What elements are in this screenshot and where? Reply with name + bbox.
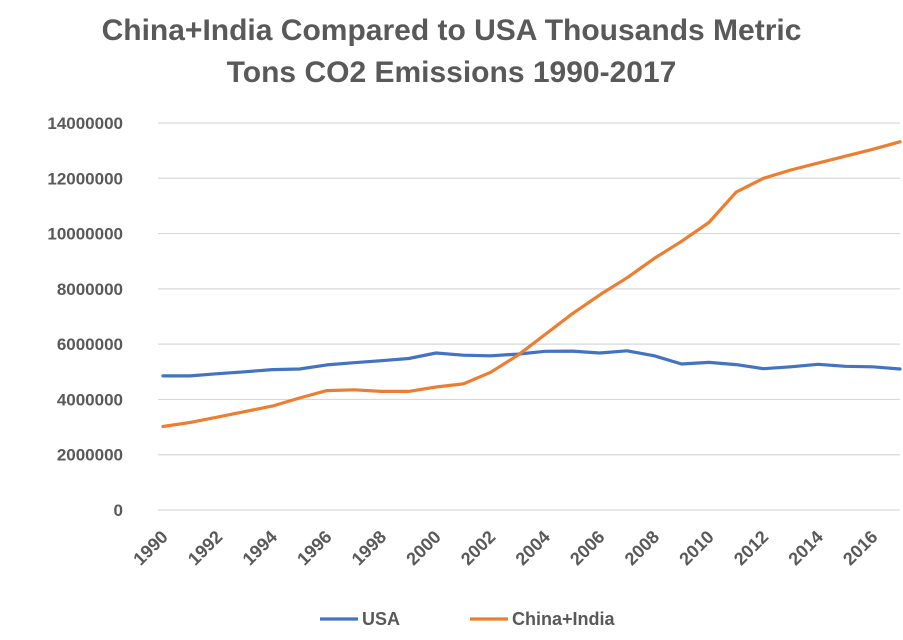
legend-label: China+India xyxy=(512,609,616,629)
chart-title: China+India Compared to USA Thousands Me… xyxy=(0,10,903,94)
y-tick-label: 12000000 xyxy=(47,169,123,188)
y-tick-label: 6000000 xyxy=(57,335,123,354)
y-tick-label: 10000000 xyxy=(47,225,123,244)
x-tick-label: 2000 xyxy=(402,527,444,569)
legend: USA China+India xyxy=(320,609,616,629)
x-tick-label: 2006 xyxy=(566,527,608,569)
y-tick-label: 8000000 xyxy=(57,280,123,299)
x-tick-label: 1994 xyxy=(239,527,281,569)
x-tick-label: 2004 xyxy=(512,527,554,569)
x-tick-label: 2008 xyxy=(621,527,663,569)
y-tick-label: 14000000 xyxy=(47,114,123,133)
legend-label: USA xyxy=(362,609,400,629)
y-tick-label: 0 xyxy=(114,501,123,520)
x-axis-ticks: 1990 1992 1994 1996 1998 2000 2002 2004 2006 2008… xyxy=(129,527,881,569)
x-tick-label: 2012 xyxy=(730,527,772,569)
x-tick-label: 2016 xyxy=(839,527,881,569)
x-tick-label: 2002 xyxy=(457,527,499,569)
series-line-usa xyxy=(161,349,902,378)
x-tick-label: 2014 xyxy=(784,527,826,569)
x-tick-label: 1990 xyxy=(129,527,171,569)
x-tick-label: 1998 xyxy=(348,527,390,569)
y-tick-label: 4000000 xyxy=(57,390,123,409)
y-axis-ticks: 0 2000000 4000000 6000000 8000000 10000000 120… xyxy=(47,114,123,520)
chart-title-line-1: China+India Compared to USA Thousands Me… xyxy=(101,14,802,47)
x-tick-label: 2010 xyxy=(675,527,717,569)
x-tick-label: 1992 xyxy=(184,527,226,569)
gridlines xyxy=(158,122,900,511)
x-tick-label: 1996 xyxy=(293,527,335,569)
y-tick-label: 2000000 xyxy=(57,446,123,465)
series-line-china-india xyxy=(161,140,902,429)
chart-title-line-2: Tons CO2 Emissions 1990-2017 xyxy=(226,56,677,89)
series-lines xyxy=(161,140,902,429)
